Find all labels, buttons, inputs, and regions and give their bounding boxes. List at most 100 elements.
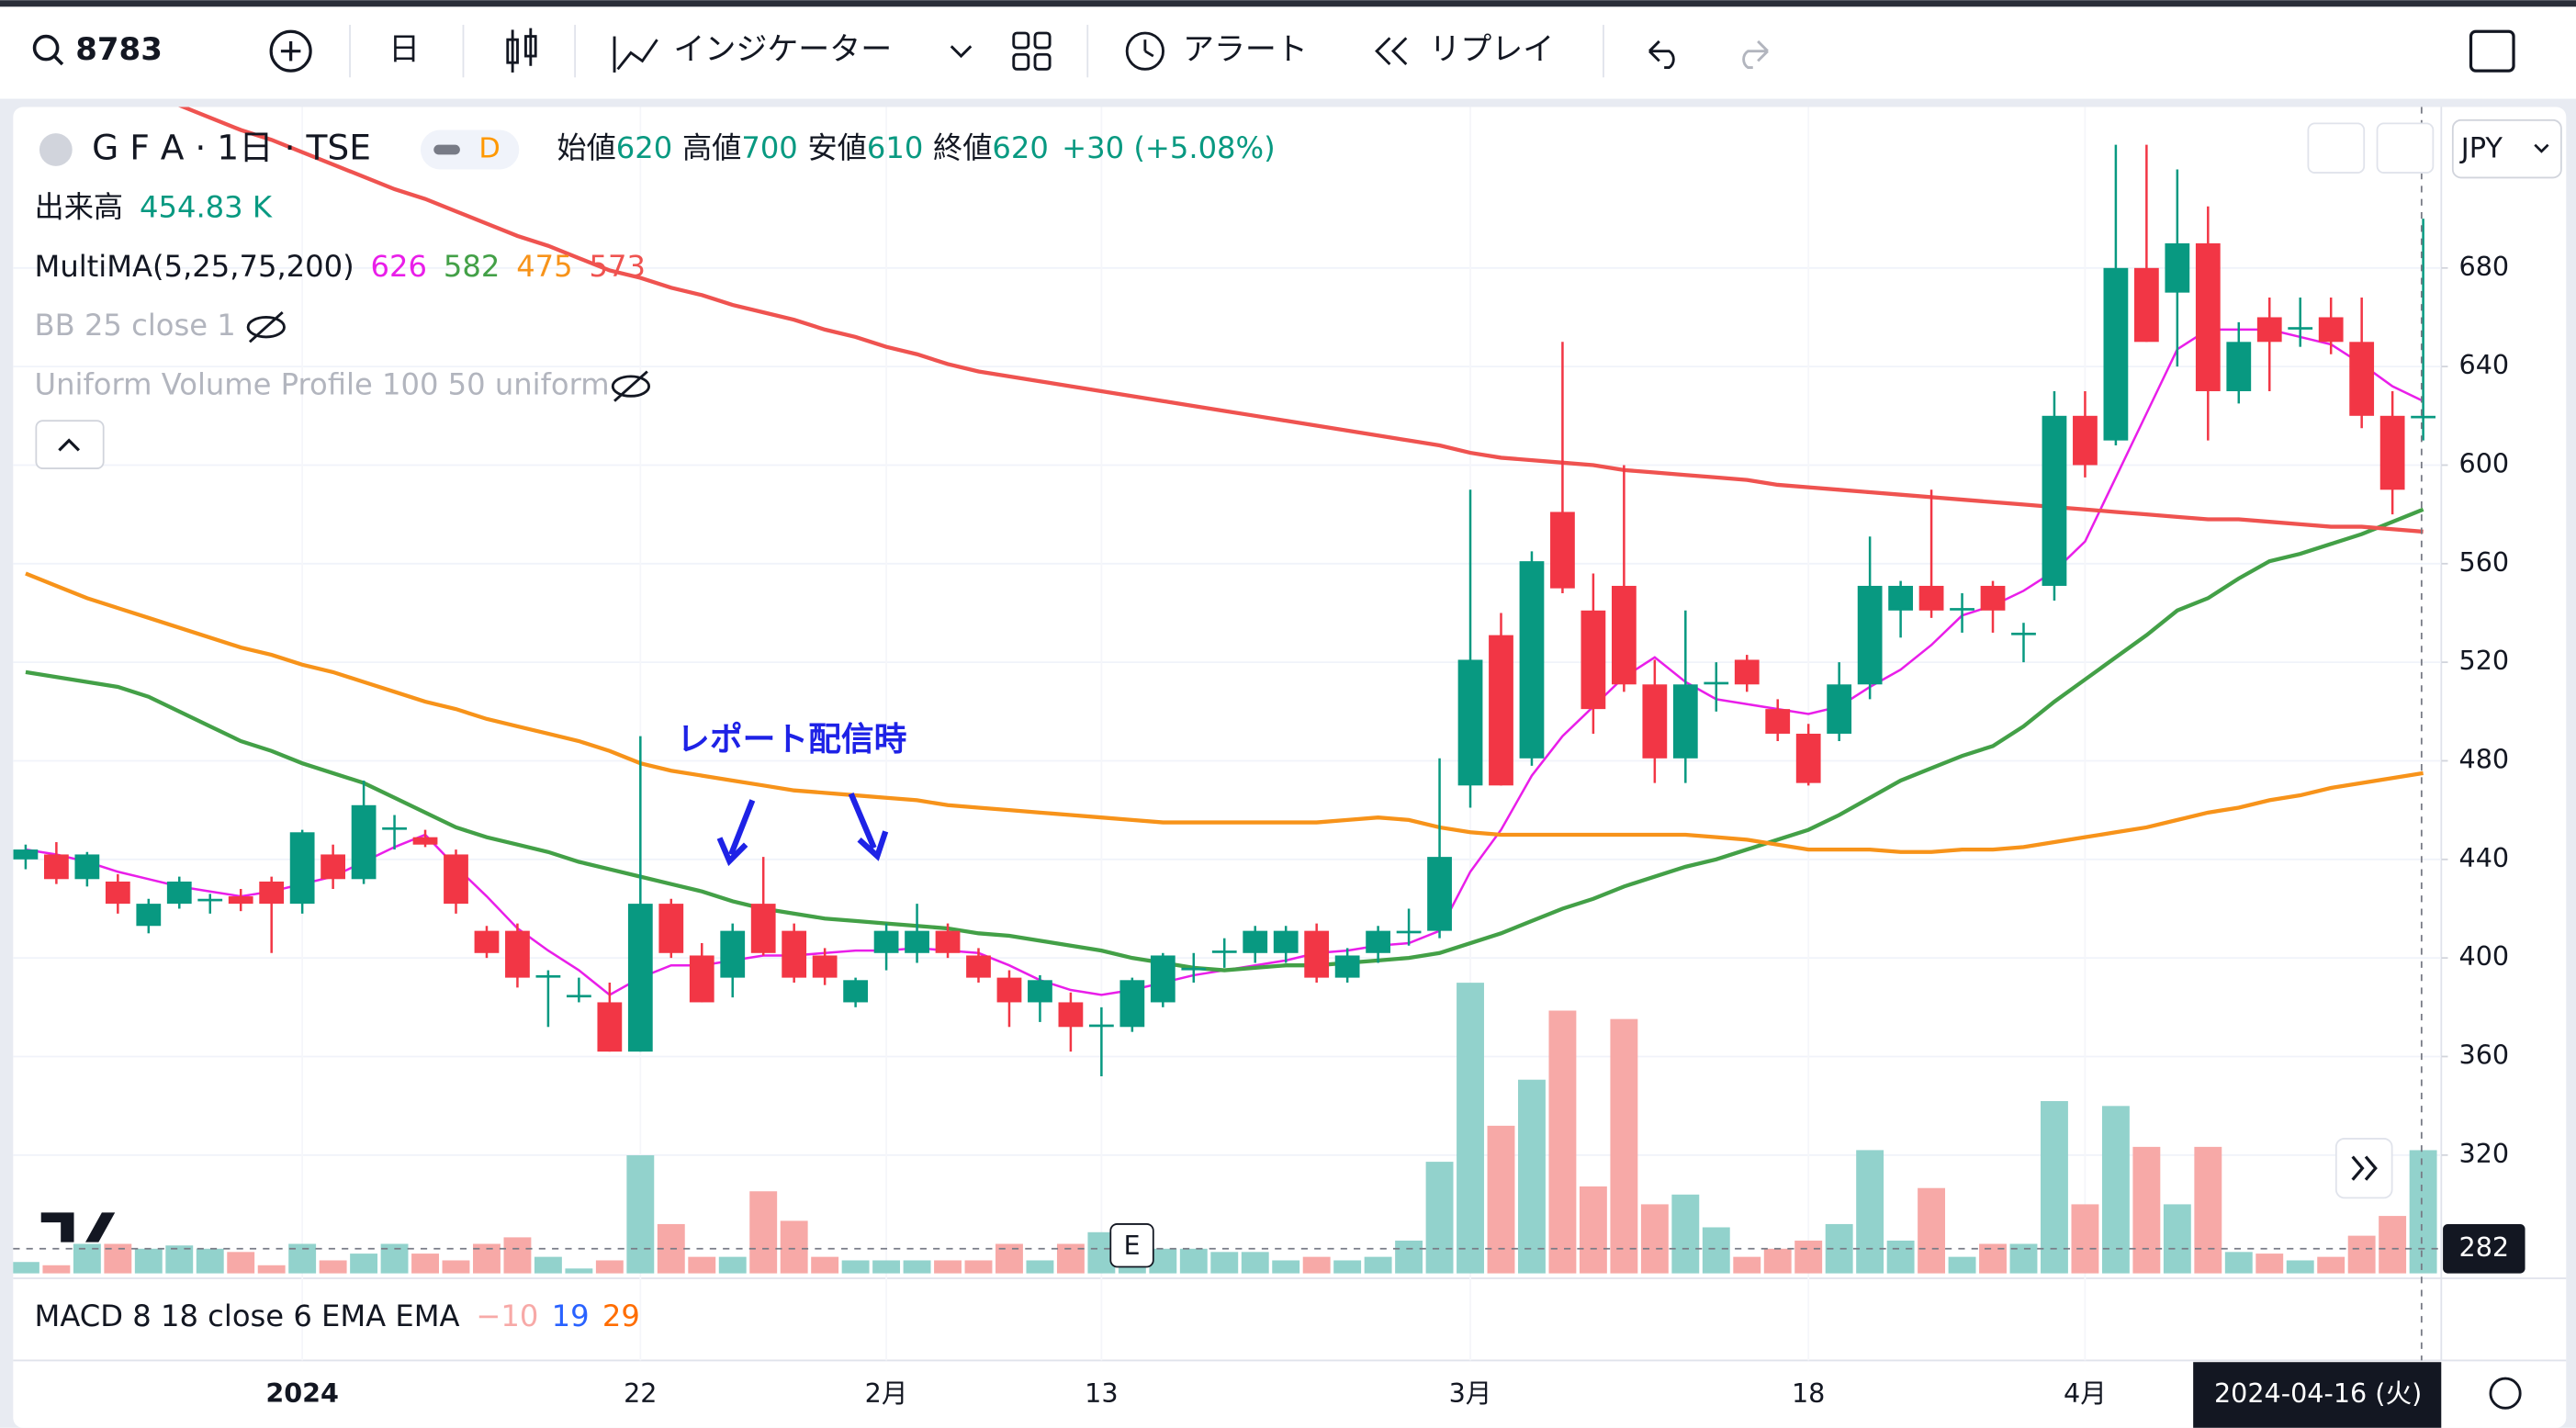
collapse-button[interactable] bbox=[35, 420, 105, 469]
currency-button[interactable] bbox=[2451, 118, 2562, 179]
volume-bar bbox=[2163, 1204, 2191, 1274]
volume-bar bbox=[13, 1262, 39, 1274]
candle-body bbox=[843, 980, 869, 1003]
volume-bar bbox=[749, 1191, 778, 1274]
candle-body bbox=[289, 832, 315, 905]
symbol: 8783 bbox=[75, 31, 163, 68]
label: MultiMA(5,25,75,200) bbox=[35, 249, 354, 284]
x-tick-label: 4月 bbox=[2064, 1377, 2107, 1409]
candle-body bbox=[1918, 585, 1944, 611]
volume-bar bbox=[2101, 1106, 2130, 1274]
chart-type-button[interactable] bbox=[506, 28, 537, 73]
candle-body bbox=[658, 904, 684, 953]
volume-bar bbox=[872, 1260, 901, 1274]
label: 高値 bbox=[682, 130, 741, 165]
candle-body bbox=[1427, 857, 1452, 931]
volume-bar bbox=[688, 1256, 716, 1274]
candle-body bbox=[197, 898, 223, 902]
candle-body bbox=[2226, 342, 2252, 391]
ma-line bbox=[25, 571, 2424, 854]
candle-body bbox=[166, 881, 192, 905]
candle-body bbox=[1672, 684, 1698, 759]
symbol-search[interactable]: 8783 bbox=[32, 31, 163, 68]
candle-body bbox=[1396, 930, 1422, 934]
collapse-icon bbox=[58, 438, 81, 452]
candle-body bbox=[627, 904, 653, 1052]
candle-body bbox=[136, 904, 162, 927]
layout-button[interactable] bbox=[1012, 31, 1052, 71]
volume-bar bbox=[1886, 1240, 1915, 1274]
volume-bar bbox=[2286, 1260, 2314, 1274]
indicators-label: インジケーター bbox=[673, 31, 892, 68]
volume-bar bbox=[595, 1260, 624, 1274]
volume-bar bbox=[134, 1248, 163, 1274]
candle-body bbox=[873, 930, 899, 953]
volume-bar bbox=[2194, 1146, 2222, 1274]
candle-body bbox=[2288, 327, 2313, 330]
volume-bar bbox=[2379, 1216, 2407, 1274]
candle-body bbox=[905, 930, 929, 953]
symbol-logo bbox=[39, 133, 73, 166]
hidden-icon[interactable] bbox=[611, 370, 651, 402]
candle-body bbox=[1519, 561, 1545, 759]
scroll-button[interactable] bbox=[2307, 122, 2366, 174]
volume-bar bbox=[227, 1252, 255, 1274]
replay-button[interactable]: リプレイ bbox=[1375, 31, 1554, 68]
candle-body bbox=[2073, 415, 2098, 466]
volume-bar bbox=[811, 1256, 839, 1274]
x-tick-label: 18 bbox=[1792, 1377, 1825, 1409]
candle-body bbox=[1150, 955, 1176, 1003]
candle-body bbox=[2256, 317, 2282, 343]
volume-bar bbox=[780, 1220, 808, 1274]
tv-logo bbox=[40, 1212, 116, 1242]
volume-bar bbox=[626, 1155, 655, 1274]
undo-button[interactable] bbox=[1648, 39, 1675, 69]
volume-bar bbox=[1640, 1204, 1669, 1274]
label: 出来高 bbox=[35, 189, 124, 224]
maximize-button[interactable] bbox=[2376, 122, 2435, 174]
candle-body bbox=[382, 826, 407, 830]
candle-body bbox=[2103, 267, 2129, 441]
volume-bar bbox=[2317, 1256, 2345, 1274]
volume-bar bbox=[1302, 1256, 1331, 1274]
x-tick-label: 13 bbox=[1085, 1377, 1118, 1409]
add-button[interactable] bbox=[269, 29, 312, 73]
event-label: E bbox=[1124, 1230, 1141, 1261]
candle-body bbox=[43, 854, 69, 880]
settings-button[interactable] bbox=[2489, 1377, 2522, 1410]
candle-body bbox=[1088, 1024, 1114, 1028]
value: 582 bbox=[444, 249, 500, 284]
event-marker[interactable] bbox=[1109, 1223, 1154, 1268]
candle-body bbox=[1980, 585, 2006, 611]
chart-panel bbox=[13, 107, 2567, 1428]
candle-body bbox=[1888, 585, 1913, 611]
hidden-icon[interactable] bbox=[246, 311, 286, 343]
price-marker-bg bbox=[2443, 1223, 2525, 1274]
candle-body bbox=[2349, 342, 2375, 416]
alert-button[interactable]: アラート bbox=[1125, 31, 1308, 71]
interval-button[interactable]: 日 bbox=[388, 31, 420, 68]
volume-legend: 出来高 454.83 K bbox=[35, 189, 273, 224]
legend-title: G F A · 1日 · TSE bbox=[92, 128, 371, 168]
candle-body bbox=[228, 896, 253, 905]
candle-body bbox=[2011, 632, 2036, 635]
fullscreen-button[interactable] bbox=[2469, 29, 2515, 73]
redo-button[interactable] bbox=[1742, 39, 1769, 69]
indicators-button[interactable]: インジケーター bbox=[613, 31, 973, 73]
top-edge bbox=[0, 0, 2576, 7]
volume-bar bbox=[2347, 1235, 2376, 1274]
x-tick-label: 2月 bbox=[865, 1377, 908, 1409]
volume-bar bbox=[1579, 1186, 1607, 1274]
currency: JPY bbox=[2459, 133, 2503, 165]
volume-bar bbox=[903, 1260, 931, 1274]
toolbar bbox=[0, 6, 2576, 99]
candle-body bbox=[597, 1002, 623, 1052]
candle-body bbox=[750, 904, 776, 953]
value: 454.83 K bbox=[140, 189, 273, 224]
volume-bar bbox=[1763, 1248, 1792, 1274]
y-tick-label: 440 bbox=[2459, 842, 2510, 873]
candle-body bbox=[1304, 930, 1330, 978]
volume-bar bbox=[2409, 1150, 2437, 1274]
volume-bar bbox=[1856, 1150, 1884, 1274]
candle-body bbox=[2042, 415, 2067, 586]
